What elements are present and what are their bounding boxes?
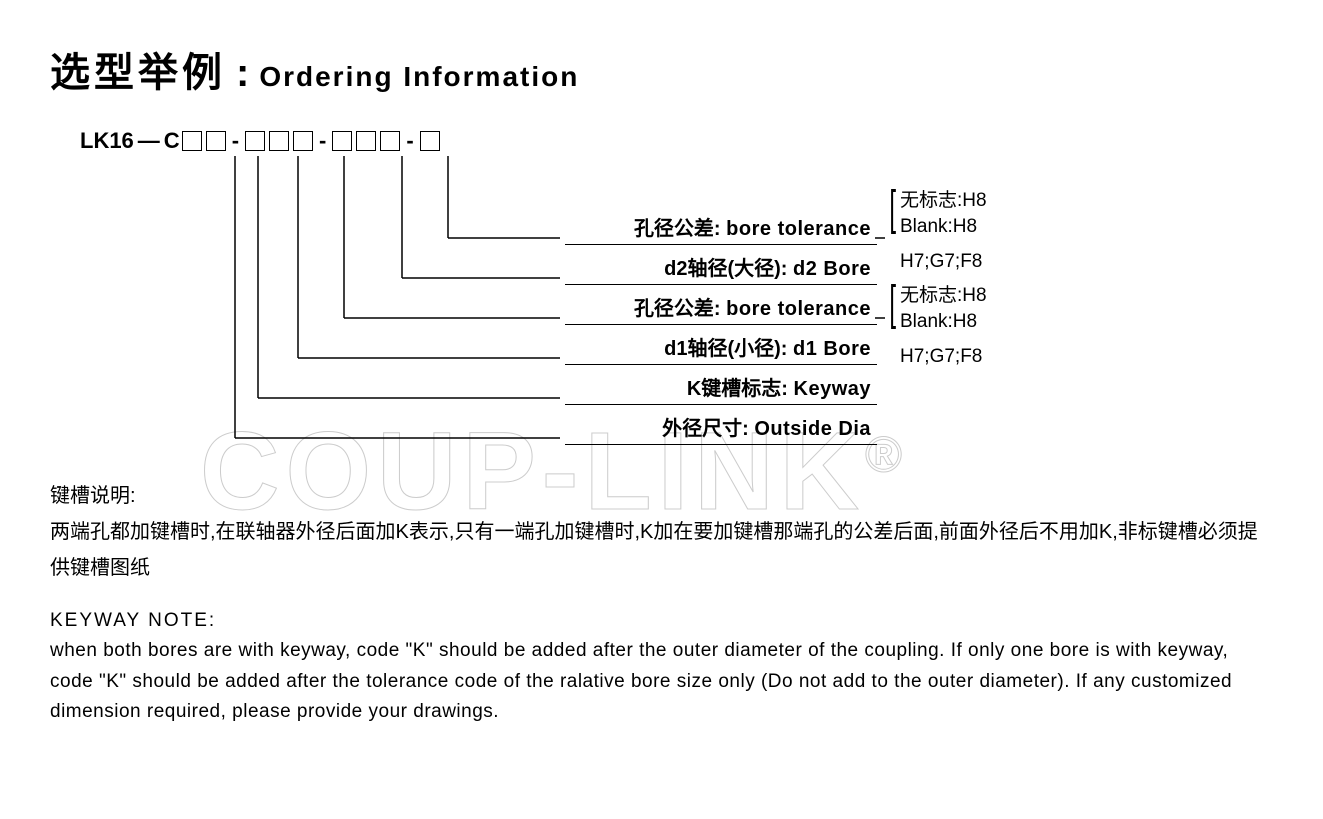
- title-cn: 选型举例: [50, 40, 226, 98]
- label-en: Outside Dia: [754, 418, 871, 440]
- tolerance-tail-bottom: H7;G7;F8: [900, 346, 982, 368]
- label-cn: d2轴径(大径):: [664, 258, 787, 280]
- tolerance-tail-top: H7;G7;F8: [900, 251, 982, 273]
- label-en: bore tolerance: [726, 218, 871, 240]
- side-line: 无标志:H8: [900, 283, 987, 309]
- side-line: Blank:H8: [900, 309, 987, 335]
- label-cn: K键槽标志:: [687, 378, 788, 400]
- label-en: bore tolerance: [726, 298, 871, 320]
- side-line: 无标志:H8: [900, 188, 987, 214]
- label-cn: 孔径公差:: [634, 298, 721, 320]
- diagram-label: 孔径公差: bore tolerance: [565, 212, 877, 245]
- page-title: 选型举例 : Ordering Information: [50, 40, 1273, 98]
- diagram-label: d2轴径(大径): d2 Bore: [565, 252, 877, 285]
- diagram-label: 外径尺寸: Outside Dia: [565, 412, 877, 445]
- bracket-icon: [: [889, 285, 896, 323]
- diagram-label: 孔径公差: bore tolerance: [565, 292, 877, 325]
- side-line: Blank:H8: [900, 214, 987, 240]
- label-cn: 孔径公差:: [634, 218, 721, 240]
- label-en: d2 Bore: [793, 258, 871, 280]
- bracket-icon: [: [889, 190, 896, 228]
- label-en: d1 Bore: [793, 338, 871, 360]
- diagram-label: K键槽标志: Keyway: [565, 372, 877, 405]
- label-cn: 外径尺寸:: [662, 418, 749, 440]
- label-cn: d1轴径(小径):: [664, 338, 787, 360]
- ordering-diagram: LK16 — C - - - 外径尺寸: Outside DiaK键槽标志: K…: [80, 128, 1273, 448]
- diagram-label: d1轴径(小径): d1 Bore: [565, 332, 877, 365]
- keyway-note-en: KEYWAY NOTE: when both bores are with ke…: [50, 606, 1273, 728]
- note-cn-body: 两端孔都加键槽时,在联轴器外径后面加K表示,只有一端孔加键槽时,K加在要加键槽那…: [50, 514, 1273, 586]
- note-cn-heading: 键槽说明:: [50, 478, 1273, 514]
- tolerance-options-top: [ 无标志:H8 Blank:H8: [900, 188, 987, 239]
- tolerance-options-bottom: [ 无标志:H8 Blank:H8: [900, 283, 987, 334]
- title-colon: :: [236, 51, 249, 96]
- label-en: Keyway: [794, 378, 872, 400]
- keyway-note-cn: 键槽说明: 两端孔都加键槽时,在联轴器外径后面加K表示,只有一端孔加键槽时,K加…: [50, 478, 1273, 586]
- title-en: Ordering Information: [259, 61, 579, 93]
- note-en-heading: KEYWAY NOTE:: [50, 606, 1273, 636]
- note-en-body: when both bores are with keyway, code "K…: [50, 636, 1273, 727]
